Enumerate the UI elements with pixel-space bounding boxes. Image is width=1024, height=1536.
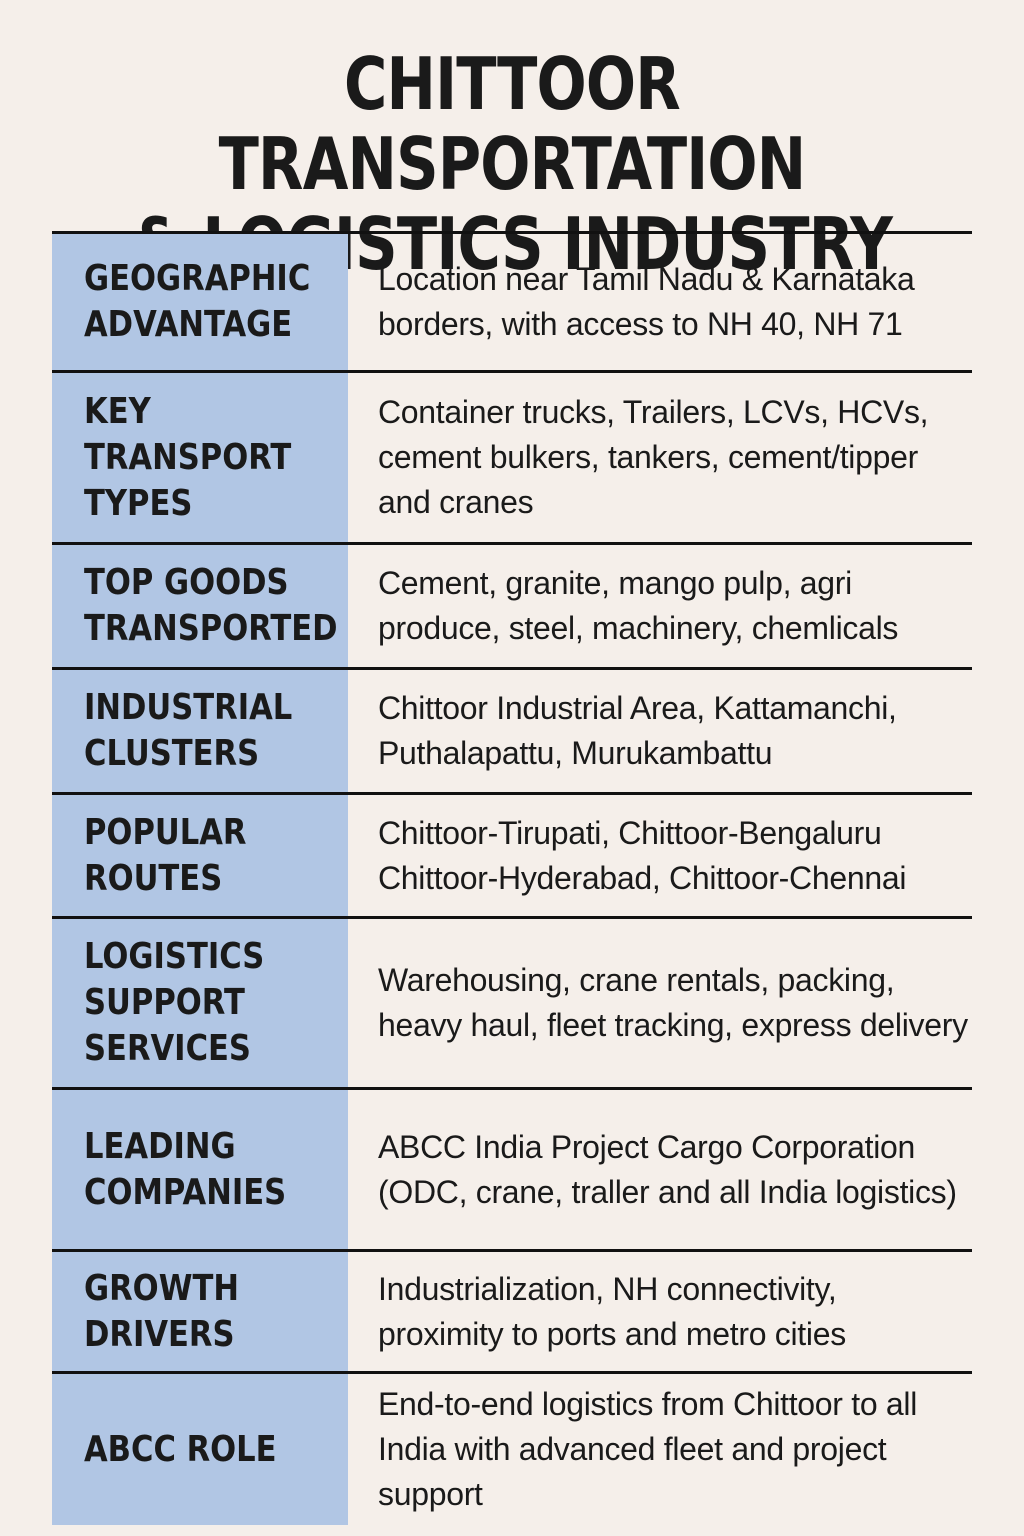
table-row-top-goods-transported: TOP GOODS TRANSPORTED Cement, granite, m…: [52, 542, 972, 667]
row-value-cell: Industrialization, NH connectivity, prox…: [348, 1252, 972, 1371]
info-table: GEOGRAPHIC ADVANTAGE Location near Tamil…: [52, 231, 972, 1525]
table-row-key-transport-types: KEY TRANSPORT TYPES Container trucks, Tr…: [52, 370, 972, 542]
title-line-1: CHITTOOR TRANSPORTATION: [218, 42, 807, 206]
row-value: Chittoor-Tirupati, Chittoor-Bengaluru Ch…: [378, 814, 907, 896]
row-label-cell: INDUSTRIAL CLUSTERS: [52, 670, 348, 792]
row-value-cell: Chittoor Industrial Area, Kattamanchi, P…: [348, 670, 972, 792]
row-label: ABCC ROLE: [84, 1428, 277, 1470]
row-label: TOP GOODS TRANSPORTED: [84, 562, 338, 649]
row-value-cell: Chittoor-Tirupati, Chittoor-Bengaluru Ch…: [348, 795, 972, 916]
row-label-cell: GEOGRAPHIC ADVANTAGE: [52, 234, 348, 370]
row-value-cell: Cement, granite, mango pulp, agri produc…: [348, 545, 972, 667]
row-label-cell: KEY TRANSPORT TYPES: [52, 373, 348, 542]
row-value: Chittoor Industrial Area, Kattamanchi, P…: [378, 690, 897, 771]
table-row-growth-drivers: GROWTH DRIVERS Industrialization, NH con…: [52, 1249, 972, 1371]
row-label-cell: ABCC ROLE: [52, 1374, 348, 1525]
row-value: Industrialization, NH connectivity, prox…: [378, 1270, 846, 1352]
row-value-cell: ABCC India Project Cargo Corporation (OD…: [348, 1090, 972, 1249]
row-value: Container trucks, Trailers, LCVs, HCVs, …: [378, 394, 929, 520]
row-value: ABCC India Project Cargo Corporation (OD…: [378, 1128, 957, 1210]
row-label-cell: LOGISTICS SUPPORT SERVICES: [52, 919, 348, 1087]
table-row-industrial-clusters: INDUSTRIAL CLUSTERS Chittoor Industrial …: [52, 667, 972, 792]
row-label: POPULAR ROUTES: [84, 811, 247, 899]
row-label: LOGISTICS SUPPORT SERVICES: [84, 936, 265, 1069]
row-value: Warehousing, crane rentals, packing, hea…: [378, 962, 968, 1043]
row-value: Cement, granite, mango pulp, agri produc…: [378, 565, 899, 646]
row-value-cell: Location near Tamil Nadu & Karnataka bor…: [348, 234, 972, 370]
table-row-abcc-role: ABCC ROLE End-to-end logistics from Chit…: [52, 1371, 972, 1525]
row-label: LEADING COMPANIES: [84, 1125, 287, 1213]
row-label: GROWTH DRIVERS: [84, 1267, 239, 1355]
row-label: INDUSTRIAL CLUSTERS: [84, 687, 293, 774]
row-label: GEOGRAPHIC ADVANTAGE: [84, 258, 311, 345]
row-label: KEY TRANSPORT TYPES: [84, 390, 292, 524]
row-value-cell: Container trucks, Trailers, LCVs, HCVs, …: [348, 373, 972, 542]
row-value: Location near Tamil Nadu & Karnataka bor…: [378, 261, 915, 342]
table-row-logistics-support-services: LOGISTICS SUPPORT SERVICES Warehousing, …: [52, 916, 972, 1087]
table-row-leading-companies: LEADING COMPANIES ABCC India Project Car…: [52, 1087, 972, 1249]
row-label-cell: LEADING COMPANIES: [52, 1090, 348, 1249]
row-value-cell: Warehousing, crane rentals, packing, hea…: [348, 919, 972, 1087]
row-value: End-to-end logistics from Chittoor to al…: [378, 1386, 918, 1512]
row-label-cell: GROWTH DRIVERS: [52, 1252, 348, 1371]
row-label-cell: TOP GOODS TRANSPORTED: [52, 545, 348, 667]
table-row-geographic-advantage: GEOGRAPHIC ADVANTAGE Location near Tamil…: [52, 231, 972, 370]
table-row-popular-routes: POPULAR ROUTES Chittoor-Tirupati, Chitto…: [52, 792, 972, 916]
row-label-cell: POPULAR ROUTES: [52, 795, 348, 916]
row-value-cell: End-to-end logistics from Chittoor to al…: [348, 1374, 972, 1525]
